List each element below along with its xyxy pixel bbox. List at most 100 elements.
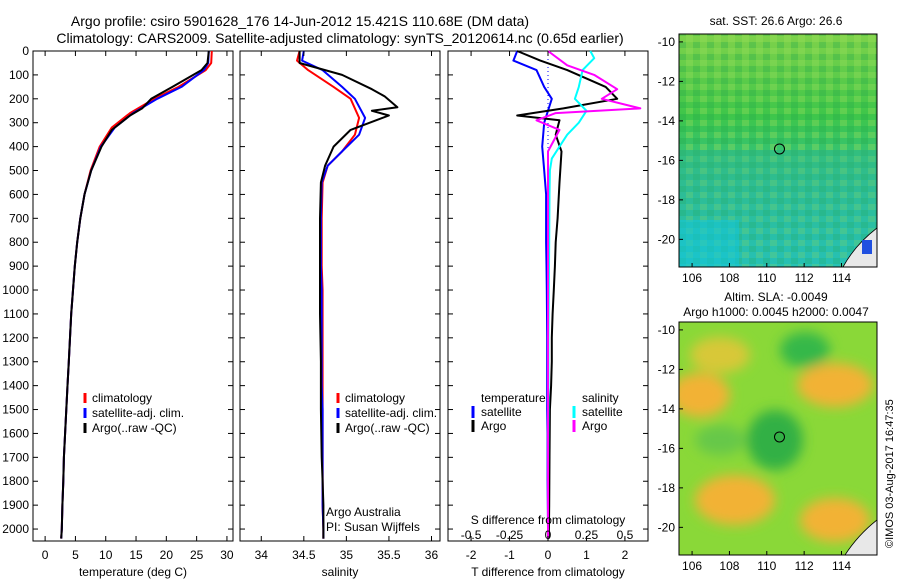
y-tick-label: 600: [9, 187, 29, 201]
x-tick-label: 35.5: [377, 548, 401, 562]
sla-map-field: [679, 322, 877, 555]
difference-legend: temperature salinity satellite satellite…: [471, 391, 623, 433]
y-tick-label: 0: [22, 44, 29, 58]
legend-label-climatology: climatology: [92, 391, 152, 405]
legend-label-satellite: satellite-adj. clim.: [345, 406, 437, 420]
x-tick-label: 10: [99, 548, 113, 562]
y-tick-label: 300: [9, 116, 29, 130]
s-tick-label: 0: [545, 528, 552, 542]
y-tick-label: 400: [9, 140, 29, 154]
y-tick-label: 1500: [2, 403, 29, 417]
y-tick-label: -12: [658, 74, 676, 88]
x-tick-label: 0: [42, 548, 49, 562]
y-tick-label: 800: [9, 235, 29, 249]
x-tick-label: 34: [255, 548, 269, 562]
y-tick-label: 1100: [3, 307, 29, 321]
temperature-legend: climatology satellite-adj. clim. Argo(..…: [83, 391, 184, 435]
sst-map-ticks: 106 108 110 112 114 -10 -12 -14 -16 -18 -20: [658, 35, 852, 285]
imos-credit: ©IMOS 03-Aug-2017 16:47:35: [884, 399, 896, 548]
series-line-temperature-argo: [516, 50, 619, 539]
y-tick-label: 500: [9, 164, 29, 178]
s-difference-ticks: -0.5 -0.25 0 0.25 0.5: [461, 528, 634, 542]
x-tick-label: 34.5: [292, 548, 316, 562]
x-tick-label: 36: [425, 548, 439, 562]
legend-label-s-argo: Argo: [582, 419, 608, 433]
header-line-2: Climatology: CARS2009. Satellite-adjuste…: [56, 30, 623, 46]
s-tick-label: 0.5: [617, 528, 634, 542]
y-tick-label: -12: [658, 362, 676, 376]
sla-map-title-1: Altim. SLA: -0.0049: [724, 290, 828, 304]
series-line-argo-raw-qc: [60, 50, 210, 539]
x-tick-label: 114: [832, 559, 851, 573]
x-tick-label: 114: [832, 271, 851, 285]
y-tick-label: -10: [658, 35, 676, 49]
y-tick-label: -20: [658, 520, 676, 534]
y-tick-label: -16: [658, 441, 676, 455]
x-tick-label: 0: [545, 548, 552, 562]
temperature-series: [60, 50, 213, 539]
legend-label-t-argo: Argo: [481, 419, 507, 433]
y-tick-label: -14: [658, 402, 676, 416]
y-tick-label: 1300: [2, 355, 29, 369]
s-tick-label: -0.25: [496, 528, 524, 542]
legend-label-t-satellite: satellite: [481, 405, 522, 419]
y-tick-label: -10: [658, 323, 676, 337]
y-tick-label: 1600: [2, 426, 29, 440]
temperature-panel: [32, 50, 234, 542]
salinity-series: [296, 50, 399, 539]
series-line-argo-raw-qc: [298, 51, 399, 539]
sla-map-ticks: 106 108 110 112 114 -10 -12 -14 -16 -18 -20: [658, 323, 852, 573]
annotation-pi: PI: Susan Wijffels: [326, 520, 420, 534]
legend-label-satellite: satellite-adj. clim.: [92, 406, 184, 420]
argo-location-marker: [773, 431, 785, 443]
x-tick-label: 35: [340, 548, 354, 562]
y-tick-label: -18: [658, 193, 676, 207]
sla-map-frame: [678, 321, 878, 556]
sst-map-title: sat. SST: 26.6 Argo: 26.6: [710, 14, 843, 28]
y-tick-label: 900: [9, 259, 29, 273]
series-line-salinity-argo: [535, 50, 642, 539]
x-tick-label: 110: [757, 271, 776, 285]
legend-label-climatology: climatology: [345, 391, 405, 405]
temperature-axis-label: temperature (deg C): [79, 565, 187, 579]
x-tick-label: 20: [160, 548, 174, 562]
x-tick-label: 30: [220, 548, 234, 562]
y-tick-label: 100: [9, 68, 29, 82]
salinity-legend: climatology satellite-adj. clim. Argo(..…: [336, 391, 437, 435]
y-tick-label: 700: [9, 211, 29, 225]
header-line-1: Argo profile: csiro 5901628_176 14-Jun-2…: [71, 13, 529, 29]
annotation-argo-australia: Argo Australia: [326, 505, 401, 519]
y-tick-label: 1700: [2, 450, 29, 464]
salinity-axis-label: salinity: [322, 565, 359, 579]
x-tick-label: 2: [622, 548, 629, 562]
legend-label-s-satellite: satellite: [582, 405, 623, 419]
x-tick-label: 5: [72, 548, 79, 562]
y-tick-label: -16: [658, 153, 676, 167]
legend-label-argo: Argo(..raw -QC): [345, 421, 430, 435]
y-tick-label: 1900: [2, 498, 29, 512]
legend-label-argo: Argo(..raw -QC): [92, 421, 177, 435]
x-tick-label: 108: [719, 271, 739, 285]
x-tick-label: 106: [682, 559, 702, 573]
x-tick-label: -1: [504, 548, 515, 562]
x-tick-label: -2: [466, 548, 477, 562]
y-tick-label: -20: [658, 232, 676, 246]
x-tick-label: 112: [795, 559, 814, 573]
y-tick-label: 1800: [2, 474, 29, 488]
x-tick-label: 108: [719, 559, 739, 573]
sla-map-title-2: Argo h1000: 0.0045 h2000: 0.0047: [683, 305, 869, 319]
y-tick-label: 2000: [2, 522, 29, 536]
y-tick-label: -14: [658, 114, 676, 128]
sst-map-frame: [678, 33, 878, 268]
s-tick-label: -0.5: [461, 528, 482, 542]
y-tick-label: 1400: [2, 379, 29, 393]
difference-series: [512, 50, 642, 541]
legend-header-salinity: salinity: [582, 391, 619, 405]
salinity-panel: [239, 50, 441, 542]
y-tick-label: 200: [9, 92, 29, 106]
argo-location-marker: [773, 143, 785, 155]
x-tick-label: 112: [795, 271, 814, 285]
x-tick-label: 25: [190, 548, 204, 562]
x-tick-label: 106: [682, 271, 702, 285]
